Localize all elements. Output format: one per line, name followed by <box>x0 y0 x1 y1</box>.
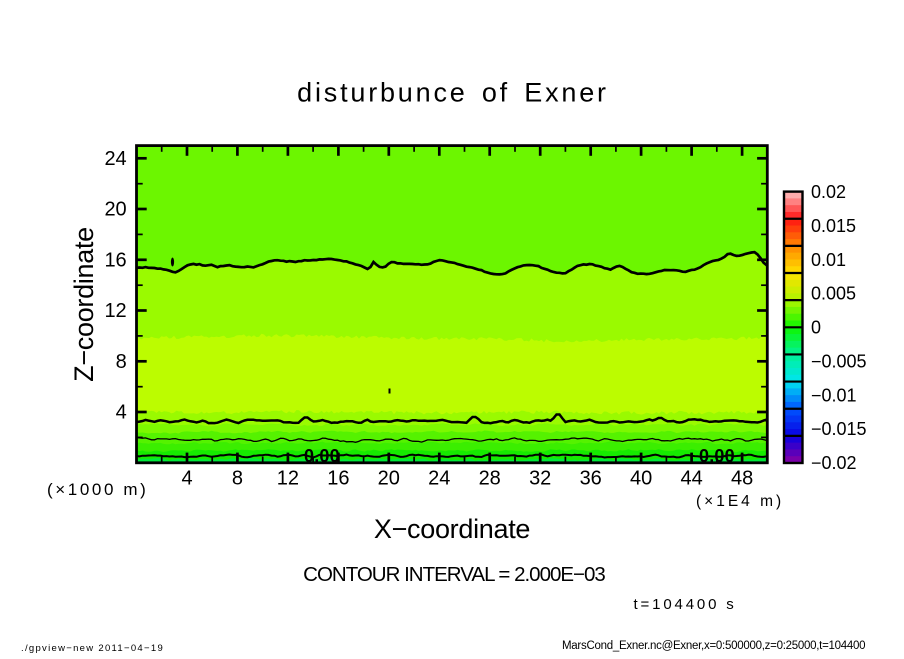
svg-text:36: 36 <box>580 468 602 490</box>
svg-text:MarsCond_Exner.nc@Exner,x=0:50: MarsCond_Exner.nc@Exner,x=0:500000,z=0:2… <box>562 640 865 652</box>
svg-text:16: 16 <box>104 249 126 271</box>
svg-text:12: 12 <box>277 468 299 490</box>
svg-text:t=104400 s: t=104400 s <box>634 596 737 613</box>
svg-text:8: 8 <box>116 351 127 373</box>
svg-text:−0.01: −0.01 <box>811 385 857 405</box>
svg-text:48: 48 <box>731 468 753 490</box>
svg-text:disturbunce of Exner: disturbunce of Exner <box>297 78 609 108</box>
svg-text:20: 20 <box>378 468 400 490</box>
svg-text:0.02: 0.02 <box>811 182 846 202</box>
svg-text:0.01: 0.01 <box>811 250 846 270</box>
svg-text:0.015: 0.015 <box>811 216 856 236</box>
svg-text:0.00: 0.00 <box>699 446 735 466</box>
svg-text:−0.015: −0.015 <box>811 419 867 439</box>
svg-text:4: 4 <box>116 402 127 424</box>
svg-text:24: 24 <box>428 468 450 490</box>
svg-text:(×1E4 m): (×1E4 m) <box>696 493 784 510</box>
svg-text:20: 20 <box>104 199 126 221</box>
svg-text:CONTOUR INTERVAL = 2.000E−03: CONTOUR INTERVAL = 2.000E−03 <box>303 563 605 586</box>
svg-text:16: 16 <box>327 468 349 490</box>
svg-text:Z−coordinate: Z−coordinate <box>69 227 99 382</box>
svg-text:8: 8 <box>232 468 243 490</box>
svg-text:40: 40 <box>630 468 652 490</box>
svg-text:4: 4 <box>181 468 192 490</box>
svg-text:./gpview−new 2011−04−19: ./gpview−new 2011−04−19 <box>21 643 164 654</box>
svg-text:0.005: 0.005 <box>811 284 856 304</box>
svg-text:X−coordinate: X−coordinate <box>374 514 530 544</box>
svg-text:−0.005: −0.005 <box>811 351 867 371</box>
svg-text:24: 24 <box>104 148 126 170</box>
svg-text:(×1000 m): (×1000 m) <box>47 480 148 499</box>
svg-text:44: 44 <box>680 468 702 490</box>
svg-text:32: 32 <box>529 468 551 490</box>
svg-text:12: 12 <box>104 300 126 322</box>
svg-text:28: 28 <box>479 468 501 490</box>
svg-text:−0.02: −0.02 <box>811 453 857 473</box>
svg-text:0: 0 <box>811 318 821 338</box>
